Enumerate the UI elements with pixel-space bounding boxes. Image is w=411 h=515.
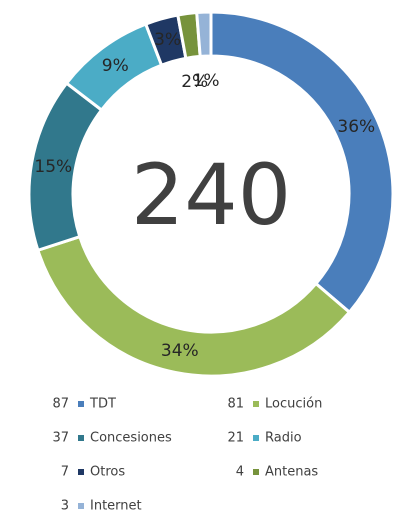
donut-segment [195,10,213,59]
legend-label: Concesiones [90,431,172,446]
legend-value: 7 [61,465,69,480]
legend-value: 3 [61,499,69,514]
center-total: 240 [131,146,291,244]
legend-label: Otros [90,465,125,480]
legend-label: Antenas [265,465,318,480]
legend-label: Radio [265,431,302,446]
legend-swatch [78,435,84,441]
legend-value: 37 [52,431,69,446]
legend-swatch [78,401,84,407]
legend-swatch [78,503,84,509]
legend-label: Internet [90,499,142,514]
data-label: 1% [193,71,220,91]
legend-swatch [253,469,259,475]
legend-label: TDT [89,397,116,412]
legend-swatch [253,435,259,441]
data-label: 2% [181,72,208,92]
data-label: 15% [34,157,72,177]
legend-value: 21 [227,431,244,446]
data-label: 3% [154,30,181,50]
donut-segment [36,234,352,378]
legend-value: 87 [52,397,69,412]
legend-value: 4 [236,465,244,480]
data-label: 36% [337,117,375,137]
data-label: 9% [102,56,129,76]
legend-swatch [78,469,84,475]
legend-value: 81 [227,397,244,412]
data-label: 34% [161,341,199,361]
legend-label: Locución [265,397,322,412]
legend-swatch [253,401,259,407]
